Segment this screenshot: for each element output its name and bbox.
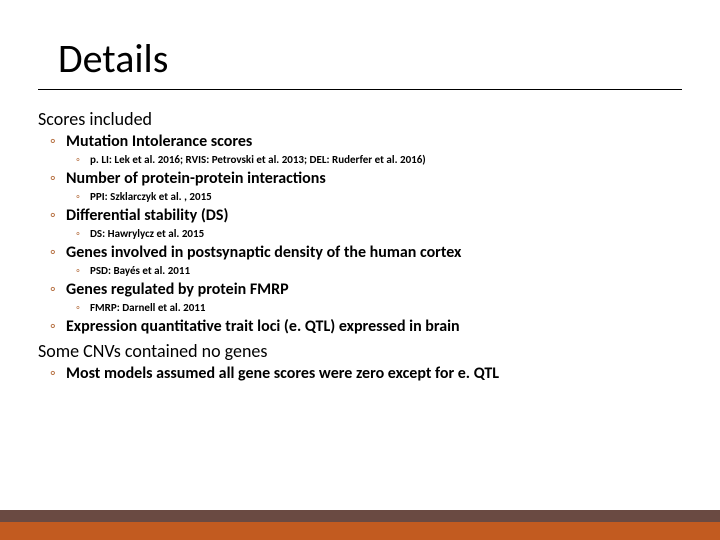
section-heading: Some CNVs contained no genes: [38, 340, 682, 362]
list-item: Differential stability (DS): [38, 206, 682, 225]
footer-band-top: [0, 510, 720, 522]
footer-bands: [0, 510, 720, 540]
list-item: Number of protein-protein interactions: [38, 169, 682, 188]
list-subitem: PPI: Szklarczyk et al. , 2015: [38, 190, 682, 203]
list-item: Genes involved in postsynaptic density o…: [38, 243, 682, 262]
list-item: Genes regulated by protein FMRP: [38, 280, 682, 299]
list-item: Mutation Intolerance scores: [38, 132, 682, 151]
list-subitem: PSD: Bayés et al. 2011: [38, 264, 682, 277]
section-heading: Scores included: [38, 108, 682, 130]
slide: Details Scores included Mutation Intoler…: [0, 0, 720, 540]
list-item: Most models assumed all gene scores were…: [38, 364, 682, 383]
section-list: Most models assumed all gene scores were…: [38, 364, 682, 383]
title-rule: [38, 89, 682, 90]
list-subitem: DS: Hawrylycz et al. 2015: [38, 227, 682, 240]
list-subitem: FMRP: Darnell et al. 2011: [38, 301, 682, 314]
list-item: Expression quantitative trait loci (e. Q…: [38, 317, 682, 336]
footer-band-bottom: [0, 522, 720, 540]
page-title: Details: [58, 34, 682, 83]
list-subitem: p. LI: Lek et al. 2016; RVIS: Petrovski …: [38, 153, 682, 166]
section-list: Mutation Intolerance scores p. LI: Lek e…: [38, 132, 682, 336]
